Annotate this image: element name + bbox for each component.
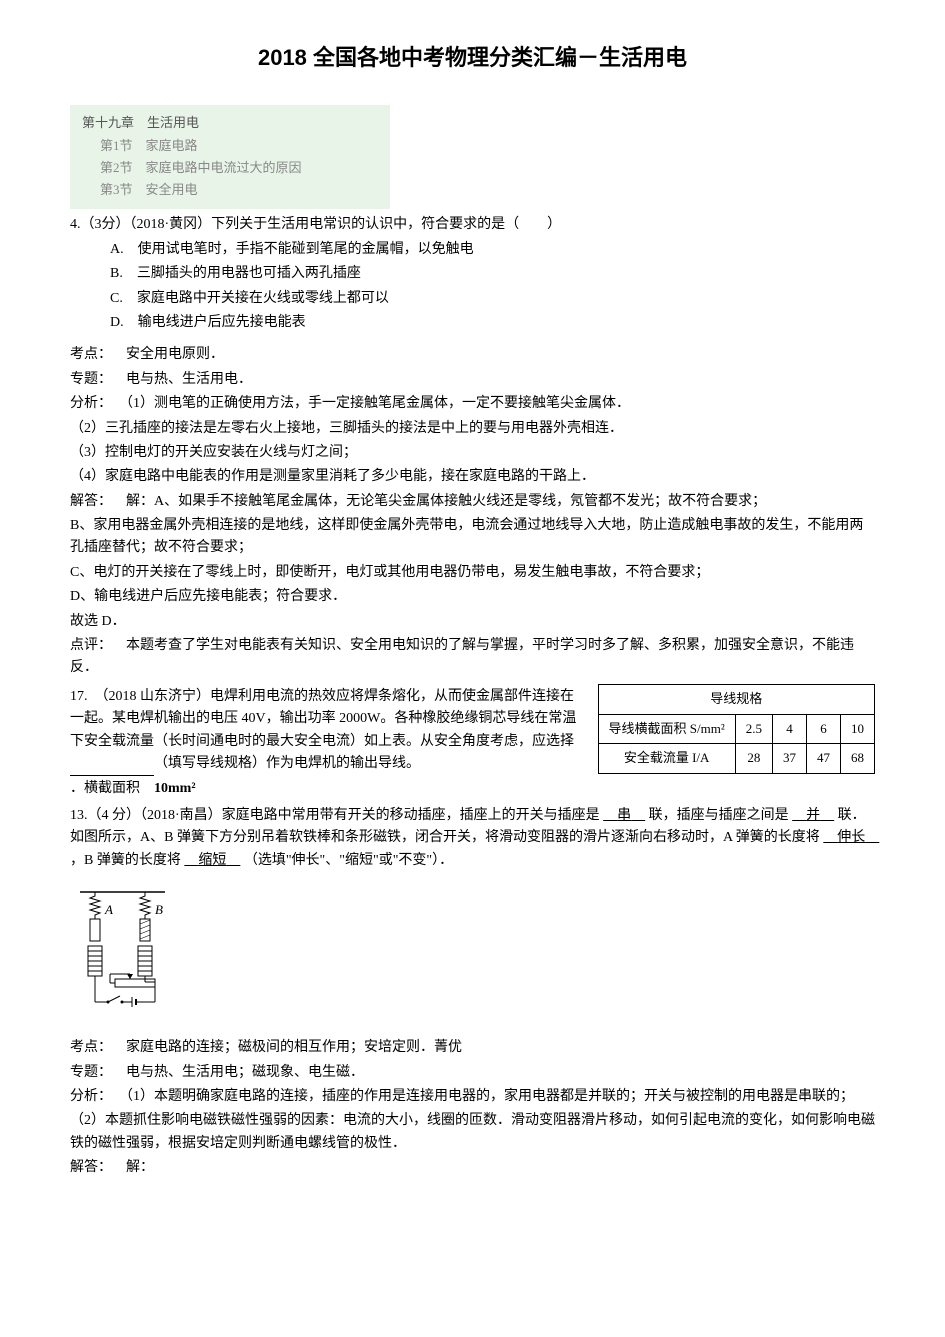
- q4-jiedaA: 解：A、如果手不接触笔尾金属体，无论笔尖金属体接触火线还是零线，氖管都不发光；故…: [126, 494, 766, 509]
- q13-fenxi2: （2）本题抓住影响电磁铁磁性强弱的因素：电流的大小，线圈的匝数．滑动变阻器滑片移…: [70, 1110, 875, 1155]
- q4-fenxi3: （3）控制电灯的开关应安装在火线与灯之间；: [70, 442, 875, 464]
- q4-option-c: C. 家庭电路中开关接在火线或零线上都可以: [110, 288, 875, 310]
- table-r1c2: 4: [773, 714, 807, 744]
- table-title: 导线规格: [598, 684, 874, 714]
- q4-dianping: 本题考查了学生对电能表有关知识、安全用电知识的了解与掌握，平时学习时多了解、多积…: [70, 638, 854, 675]
- q4-jiedaC: C、电灯的开关接在了零线上时，即使断开，电灯或其他用电器仍带电，易发生触电事故，…: [70, 562, 875, 584]
- q13-stem1: 13.（4 分）（2018·南昌）家庭电路中常用带有开关的移动插座，插座上的开关…: [70, 808, 600, 823]
- q4-fenxi1: （1）测电笔的正确使用方法，手一定接触笔尾金属体，一定不要接触笔尖金属体．: [126, 396, 630, 411]
- q4-zhuanti: 电与热、生活用电．: [126, 372, 252, 387]
- q13-stem4: ，B 弹簧的长度将: [70, 853, 181, 868]
- chapter-heading: 第十九章 生活用电: [82, 113, 378, 134]
- q13-jieda: 解：: [126, 1160, 154, 1175]
- diagram-label-a: A: [104, 902, 113, 917]
- q13-jieda-label: 解答：: [70, 1157, 112, 1179]
- jieda-label: 解答：: [70, 491, 112, 513]
- q4-fenxi2: （2）三孔插座的接法是左零右火上接地，三脚插头的接法是中上的要与用电器外壳相连．: [70, 418, 875, 440]
- table-row1-label: 导线横截面积 S/mm²: [598, 714, 735, 744]
- q17-stem2: （填写导线规格）作为电焊机的输出导线。: [154, 756, 420, 771]
- q4-kaodian: 安全用电原则．: [126, 347, 224, 362]
- q17-stem1: 17. （2018 山东济宁）电焊利用电流的热效应将焊条熔化，从而使金属部件连接…: [70, 689, 576, 749]
- q4-stem: 4.（3分）（2018·黄冈）下列关于生活用电常识的认识中，符合要求的是（ ）: [70, 214, 875, 236]
- q13-kaodian: 家庭电路的连接；磁极间的相互作用；安培定则．菁优: [126, 1040, 462, 1055]
- q13-stem5: （选填"伸长"、"缩短"或"不变"）．: [244, 853, 453, 868]
- table-r2c3: 47: [807, 744, 841, 774]
- question-13: 13.（4 分）（2018·南昌）家庭电路中常用带有开关的移动插座，插座上的开关…: [70, 805, 875, 872]
- wire-spec-table: 导线规格 导线横截面积 S/mm² 2.5 4 6 10 安全载流量 I/A 2…: [598, 684, 875, 774]
- chapter-section-2: 第2节 家庭电路中电流过大的原因: [82, 158, 378, 179]
- dianping-label: 点评：: [70, 635, 112, 657]
- q4-jiedaB: B、家用电器金属外壳相连接的是地线，这样即使金属外壳带电，电流会通过地线导入大地…: [70, 515, 875, 560]
- fenxi-label: 分析：: [70, 393, 112, 415]
- zhuanti-label: 专题：: [70, 369, 112, 391]
- q13-analysis: 考点： 家庭电路的连接；磁极间的相互作用；安培定则．菁优 专题： 电与热、生活用…: [70, 1037, 875, 1179]
- q4-option-a: A. 使用试电笔时，手指不能碰到笔尾的金属帽，以免触电: [110, 239, 875, 261]
- table-row2-label: 安全载流量 I/A: [598, 744, 735, 774]
- kaodian-label: 考点：: [70, 344, 112, 366]
- question-17: 导线规格 导线横截面积 S/mm² 2.5 4 6 10 安全载流量 I/A 2…: [70, 686, 875, 801]
- q17-blank: [70, 753, 154, 776]
- chapter-section-1: 第1节 家庭电路: [82, 136, 378, 157]
- page-title: 2018 全国各地中考物理分类汇编－生活用电: [70, 40, 875, 75]
- q13-fenxi1: （1）本题明确家庭电路的连接，插座的作用是连接用电器的，家用电器都是并联的；开关…: [126, 1089, 854, 1104]
- q13-fenxi-label: 分析：: [70, 1086, 112, 1108]
- q4-guxuan: 故选 D．: [70, 611, 875, 633]
- q13-ans4: 缩短: [184, 853, 240, 868]
- q4-option-d: D. 输电线进户后应先接电能表: [110, 312, 875, 334]
- q13-zhuanti-label: 专题：: [70, 1062, 112, 1084]
- table-r2c2: 37: [773, 744, 807, 774]
- q13-zhuanti: 电与热、生活用电；磁现象、电生磁．: [126, 1065, 364, 1080]
- table-r1c1: 2.5: [735, 714, 772, 744]
- q17-answer-label: ．横截面积: [70, 781, 154, 796]
- table-r1c3: 6: [807, 714, 841, 744]
- q4-jiedaD: D、输电线进户后应先接电能表；符合要求．: [70, 586, 875, 608]
- q4-analysis: 考点： 安全用电原则． 专题： 电与热、生活用电． 分析： （1）测电笔的正确使…: [70, 344, 875, 679]
- q17-answer-value: 10mm²: [154, 781, 196, 796]
- q4-fenxi4: （4）家庭电路中电能表的作用是测量家里消耗了多少电能，接在家庭电路的干路上．: [70, 466, 875, 488]
- q13-stem2: 联，插座与插座之间是: [649, 808, 789, 823]
- table-r2c4: 68: [841, 744, 875, 774]
- q13-ans2: 并: [792, 808, 834, 823]
- table-r1c4: 10: [841, 714, 875, 744]
- table-r2c1: 28: [735, 744, 772, 774]
- diagram-label-b: B: [155, 902, 163, 917]
- q13-ans3: 伸长: [823, 830, 879, 845]
- q4-option-b: B. 三脚插头的用电器也可插入两孔插座: [110, 263, 875, 285]
- q13-ans1: 串: [603, 808, 645, 823]
- circuit-diagram: A B: [70, 884, 875, 1022]
- chapter-box: 第十九章 生活用电 第1节 家庭电路 第2节 家庭电路中电流过大的原因 第3节 …: [70, 105, 390, 209]
- q13-kaodian-label: 考点：: [70, 1037, 112, 1059]
- chapter-section-3: 第3节 安全用电: [82, 180, 378, 201]
- question-4: 4.（3分）（2018·黄冈）下列关于生活用电常识的认识中，符合要求的是（ ） …: [70, 214, 875, 334]
